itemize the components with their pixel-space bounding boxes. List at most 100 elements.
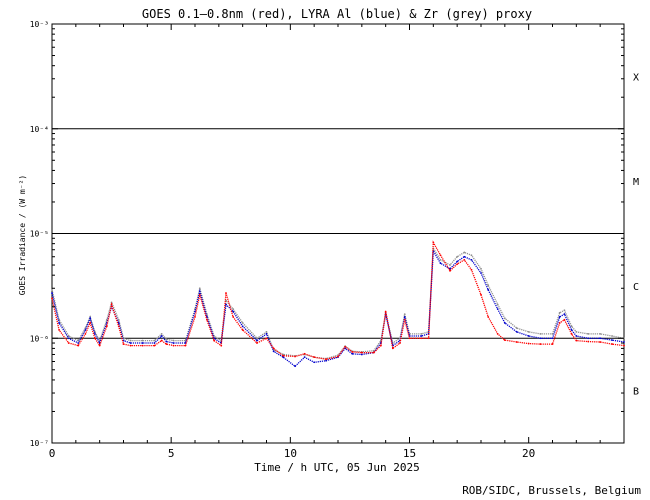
data-point (272, 347, 275, 350)
data-point (384, 310, 387, 313)
data-point (587, 340, 590, 343)
data-point (463, 255, 466, 258)
data-point (194, 315, 196, 318)
flare-class-label: B (633, 387, 639, 398)
data-point (94, 333, 96, 335)
data-point (165, 340, 168, 343)
data-point (360, 351, 363, 354)
data-point (165, 343, 168, 345)
data-point (515, 341, 518, 343)
data-point (487, 288, 490, 291)
data-series (51, 240, 625, 368)
flare-class-labels: X M C B (633, 72, 639, 397)
data-point (575, 335, 578, 337)
data-point (558, 315, 561, 318)
data-point (439, 262, 442, 265)
data-point (129, 339, 132, 342)
data-point (503, 339, 506, 342)
data-point (153, 344, 156, 347)
chart-title: GOES 0.1—0.8nm (red), LYRA Al (blue) & Z… (142, 7, 532, 21)
data-point (153, 339, 156, 342)
data-point (313, 356, 316, 359)
data-point (265, 337, 268, 340)
data-point (623, 341, 625, 343)
data-point (551, 343, 554, 345)
data-point (480, 293, 482, 296)
y-tick-label: 10⁻⁶ (30, 334, 49, 343)
series-lyra-al-proxy (51, 248, 625, 368)
data-point (456, 255, 459, 258)
data-point (439, 258, 442, 261)
y-tick-label: 10⁻⁵ (30, 230, 49, 239)
data-point (129, 344, 132, 347)
data-point (117, 322, 120, 324)
data-point (496, 333, 499, 335)
data-point (256, 342, 258, 344)
data-point (463, 258, 466, 261)
data-point (623, 344, 625, 347)
data-point (325, 359, 327, 362)
data-point (539, 337, 542, 340)
data-point (403, 313, 406, 316)
data-point (563, 318, 566, 321)
data-point (611, 339, 613, 342)
data-point (575, 330, 578, 333)
data-point (496, 308, 499, 310)
data-point (337, 354, 339, 357)
data-point (539, 333, 542, 335)
data-point (89, 322, 92, 324)
axis-ticks: 0 5 10 15 20 10⁻⁷ 10⁻⁶ 10⁻⁵ 10⁻⁴ 10⁻³ (30, 20, 625, 460)
data-point (372, 351, 375, 354)
data-point (527, 342, 530, 345)
x-tick-label: 20 (522, 447, 535, 460)
data-point (391, 347, 394, 350)
data-point (470, 258, 473, 261)
data-point (439, 254, 442, 257)
data-point (587, 333, 590, 335)
flare-class-label: X (633, 72, 639, 83)
data-point (599, 333, 602, 335)
x-tick-label: 15 (403, 447, 416, 460)
data-point (98, 344, 101, 347)
data-point (51, 292, 53, 294)
data-point (265, 333, 268, 335)
data-point (496, 303, 499, 306)
data-point (256, 337, 258, 340)
data-point (408, 337, 411, 340)
data-point (570, 329, 573, 331)
data-point (58, 329, 61, 331)
x-axis-label: Time / h UTC, 05 Jun 2025 (254, 461, 420, 474)
x-tick-label: 5 (168, 447, 175, 460)
data-point (480, 267, 482, 270)
series-trace (51, 248, 625, 368)
data-point (232, 310, 235, 313)
data-point (194, 310, 196, 313)
data-point (294, 365, 296, 368)
data-point (372, 349, 375, 352)
data-point (77, 342, 80, 344)
series-trace (51, 246, 625, 360)
data-point (325, 358, 327, 361)
data-point (232, 308, 235, 310)
data-point (515, 327, 518, 329)
data-point (67, 337, 70, 340)
data-point (282, 354, 285, 357)
data-point (599, 337, 602, 340)
data-point (449, 269, 451, 272)
data-point (89, 317, 92, 320)
data-point (198, 293, 201, 296)
data-point (256, 339, 258, 342)
x-tick-label: 0 (49, 447, 56, 460)
data-point (360, 353, 363, 356)
data-point (198, 287, 201, 290)
data-point (487, 315, 490, 318)
data-point (265, 330, 268, 333)
data-point (282, 356, 285, 359)
data-point (241, 325, 244, 328)
data-point (51, 297, 53, 300)
data-point (456, 263, 459, 266)
data-point (94, 337, 96, 340)
y-tick-label: 10⁻⁷ (30, 439, 49, 448)
data-point (351, 352, 354, 355)
